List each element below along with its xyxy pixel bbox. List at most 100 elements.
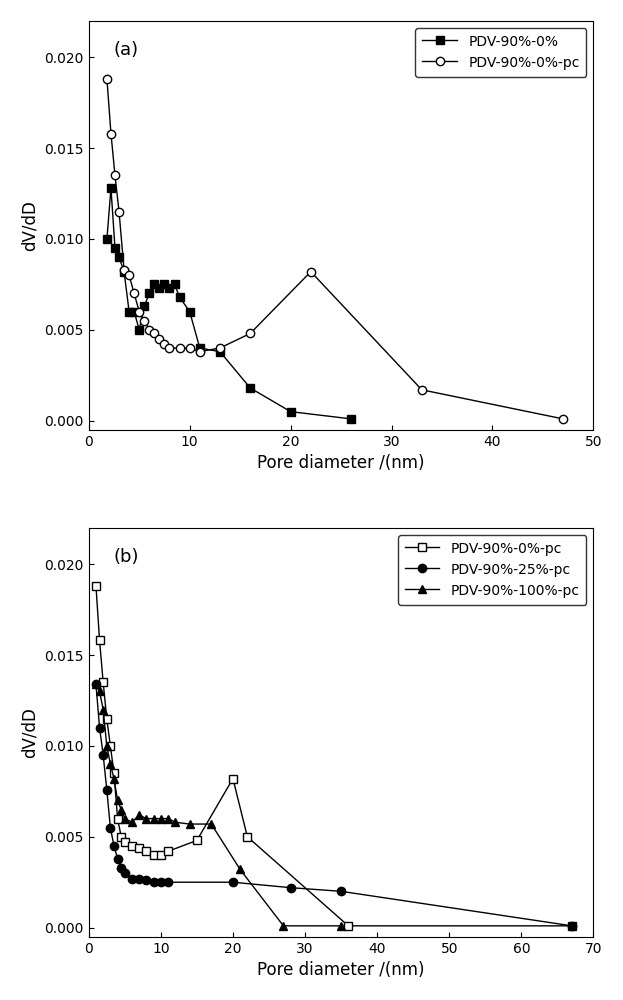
PDV-90%-0%-pc (307, 266, 315, 278)
PDV-90%-25%-pc (128, 873, 136, 885)
PDV-90%-0%-pc (196, 346, 204, 358)
PDV-90%-0%-pc (216, 342, 224, 354)
PDV-90%-25%-pc (92, 678, 100, 690)
PDV-90%-0% (120, 266, 128, 278)
PDV-90%-0%-pc (244, 831, 251, 843)
Line: PDV-90%-0%-pc: PDV-90%-0%-pc (92, 582, 576, 930)
PDV-90%-0%-pc (118, 831, 125, 843)
PDV-90%-25%-pc (287, 882, 294, 894)
PDV-90%-0%-pc (156, 333, 163, 345)
PDV-90%-25%-pc (150, 876, 158, 888)
PDV-90%-100%-pc (207, 818, 215, 830)
PDV-90%-100%-pc (100, 704, 107, 716)
PDV-90%-0%-pc (151, 327, 158, 339)
PDV-90%-0% (107, 182, 115, 194)
PDV-90%-25%-pc (121, 867, 128, 879)
PDV-90%-25%-pc (114, 853, 121, 865)
PDV-90%-100%-pc (143, 813, 150, 825)
PDV-90%-25%-pc (107, 822, 114, 834)
PDV-90%-25%-pc (110, 840, 118, 852)
PDV-90%-0%-pc (161, 338, 168, 350)
PDV-90%-0% (348, 413, 355, 425)
PDV-90%-0%-pc (107, 740, 114, 752)
PDV-90%-0%-pc (103, 713, 110, 725)
PDV-90%-0%-pc (157, 849, 164, 861)
PDV-90%-0%-pc (135, 306, 143, 318)
PDV-90%-25%-pc (164, 876, 172, 888)
PDV-90%-0%-pc (186, 342, 193, 354)
PDV-90%-0%-pc (559, 413, 567, 425)
PDV-90%-100%-pc (164, 813, 172, 825)
PDV-90%-0% (135, 324, 143, 336)
PDV-90%-25%-pc (157, 876, 164, 888)
PDV-90%-25%-pc (103, 784, 110, 796)
PDV-90%-0%-pc (128, 840, 136, 852)
PDV-90%-0%-pc (135, 842, 143, 854)
PDV-90%-0%-pc (141, 315, 148, 327)
PDV-90%-100%-pc (171, 816, 179, 828)
PDV-90%-25%-pc (135, 873, 143, 885)
PDV-90%-0%-pc (193, 834, 201, 846)
PDV-90%-0%-pc (166, 342, 173, 354)
PDV-90%-0% (166, 282, 173, 294)
PDV-90%-0%-pc (103, 73, 111, 85)
Line: PDV-90%-25%-pc: PDV-90%-25%-pc (92, 680, 576, 930)
PDV-90%-0%-pc (96, 634, 103, 646)
PDV-90%-0%-pc (120, 264, 128, 276)
Legend: PDV-90%-0%, PDV-90%-0%-pc: PDV-90%-0%, PDV-90%-0%-pc (416, 28, 586, 77)
PDV-90%-100%-pc (135, 809, 143, 821)
PDV-90%-0% (216, 346, 224, 358)
PDV-90%-0% (186, 306, 193, 318)
PDV-90%-0%-pc (107, 128, 115, 140)
Text: (a): (a) (114, 41, 139, 59)
PDV-90%-0% (115, 251, 123, 263)
PDV-90%-0%-pc (112, 169, 119, 181)
PDV-90%-100%-pc (337, 920, 345, 932)
PDV-90%-0%-pc (568, 920, 576, 932)
PDV-90%-0%-pc (146, 324, 153, 336)
PDV-90%-0% (196, 342, 204, 354)
PDV-90%-100%-pc (114, 794, 121, 806)
PDV-90%-100%-pc (96, 685, 103, 697)
PDV-90%-0% (156, 282, 163, 294)
PDV-90%-0% (247, 382, 254, 394)
PDV-90%-0% (161, 278, 168, 290)
PDV-90%-100%-pc (107, 758, 114, 770)
PDV-90%-100%-pc (236, 863, 244, 875)
PDV-90%-0%-pc (125, 269, 133, 281)
Text: (b): (b) (114, 548, 140, 566)
PDV-90%-100%-pc (121, 813, 128, 825)
PDV-90%-0%-pc (121, 836, 128, 848)
PDV-90%-100%-pc (118, 804, 125, 816)
PDV-90%-25%-pc (143, 874, 150, 886)
PDV-90%-0% (171, 278, 178, 290)
Line: PDV-90%-0%: PDV-90%-0% (103, 184, 355, 423)
PDV-90%-100%-pc (280, 920, 287, 932)
PDV-90%-25%-pc (96, 722, 103, 734)
PDV-90%-0%-pc (92, 580, 100, 592)
PDV-90%-0%-pc (110, 767, 118, 779)
PDV-90%-25%-pc (337, 885, 345, 897)
PDV-90%-0% (141, 300, 148, 312)
PDV-90%-0%-pc (418, 384, 426, 396)
PDV-90%-100%-pc (110, 773, 118, 785)
PDV-90%-0%-pc (345, 920, 352, 932)
PDV-90%-0%-pc (143, 845, 150, 857)
PDV-90%-0%-pc (176, 342, 183, 354)
PDV-90%-0% (146, 287, 153, 299)
PDV-90%-0%-pc (150, 849, 158, 861)
X-axis label: Pore diameter /(nm): Pore diameter /(nm) (257, 454, 425, 472)
PDV-90%-0%-pc (229, 773, 237, 785)
PDV-90%-0%-pc (100, 676, 107, 688)
PDV-90%-0% (151, 278, 158, 290)
PDV-90%-0%-pc (114, 813, 121, 825)
PDV-90%-0%-pc (247, 327, 254, 339)
PDV-90%-0%-pc (130, 287, 138, 299)
PDV-90%-0% (112, 242, 119, 254)
PDV-90%-0%-pc (115, 206, 123, 218)
PDV-90%-100%-pc (157, 813, 164, 825)
Y-axis label: dV/dD: dV/dD (21, 707, 39, 758)
PDV-90%-25%-pc (568, 920, 576, 932)
Y-axis label: dV/dD: dV/dD (21, 200, 39, 251)
Legend: PDV-90%-0%-pc, PDV-90%-25%-pc, PDV-90%-100%-pc: PDV-90%-0%-pc, PDV-90%-25%-pc, PDV-90%-1… (397, 535, 586, 604)
